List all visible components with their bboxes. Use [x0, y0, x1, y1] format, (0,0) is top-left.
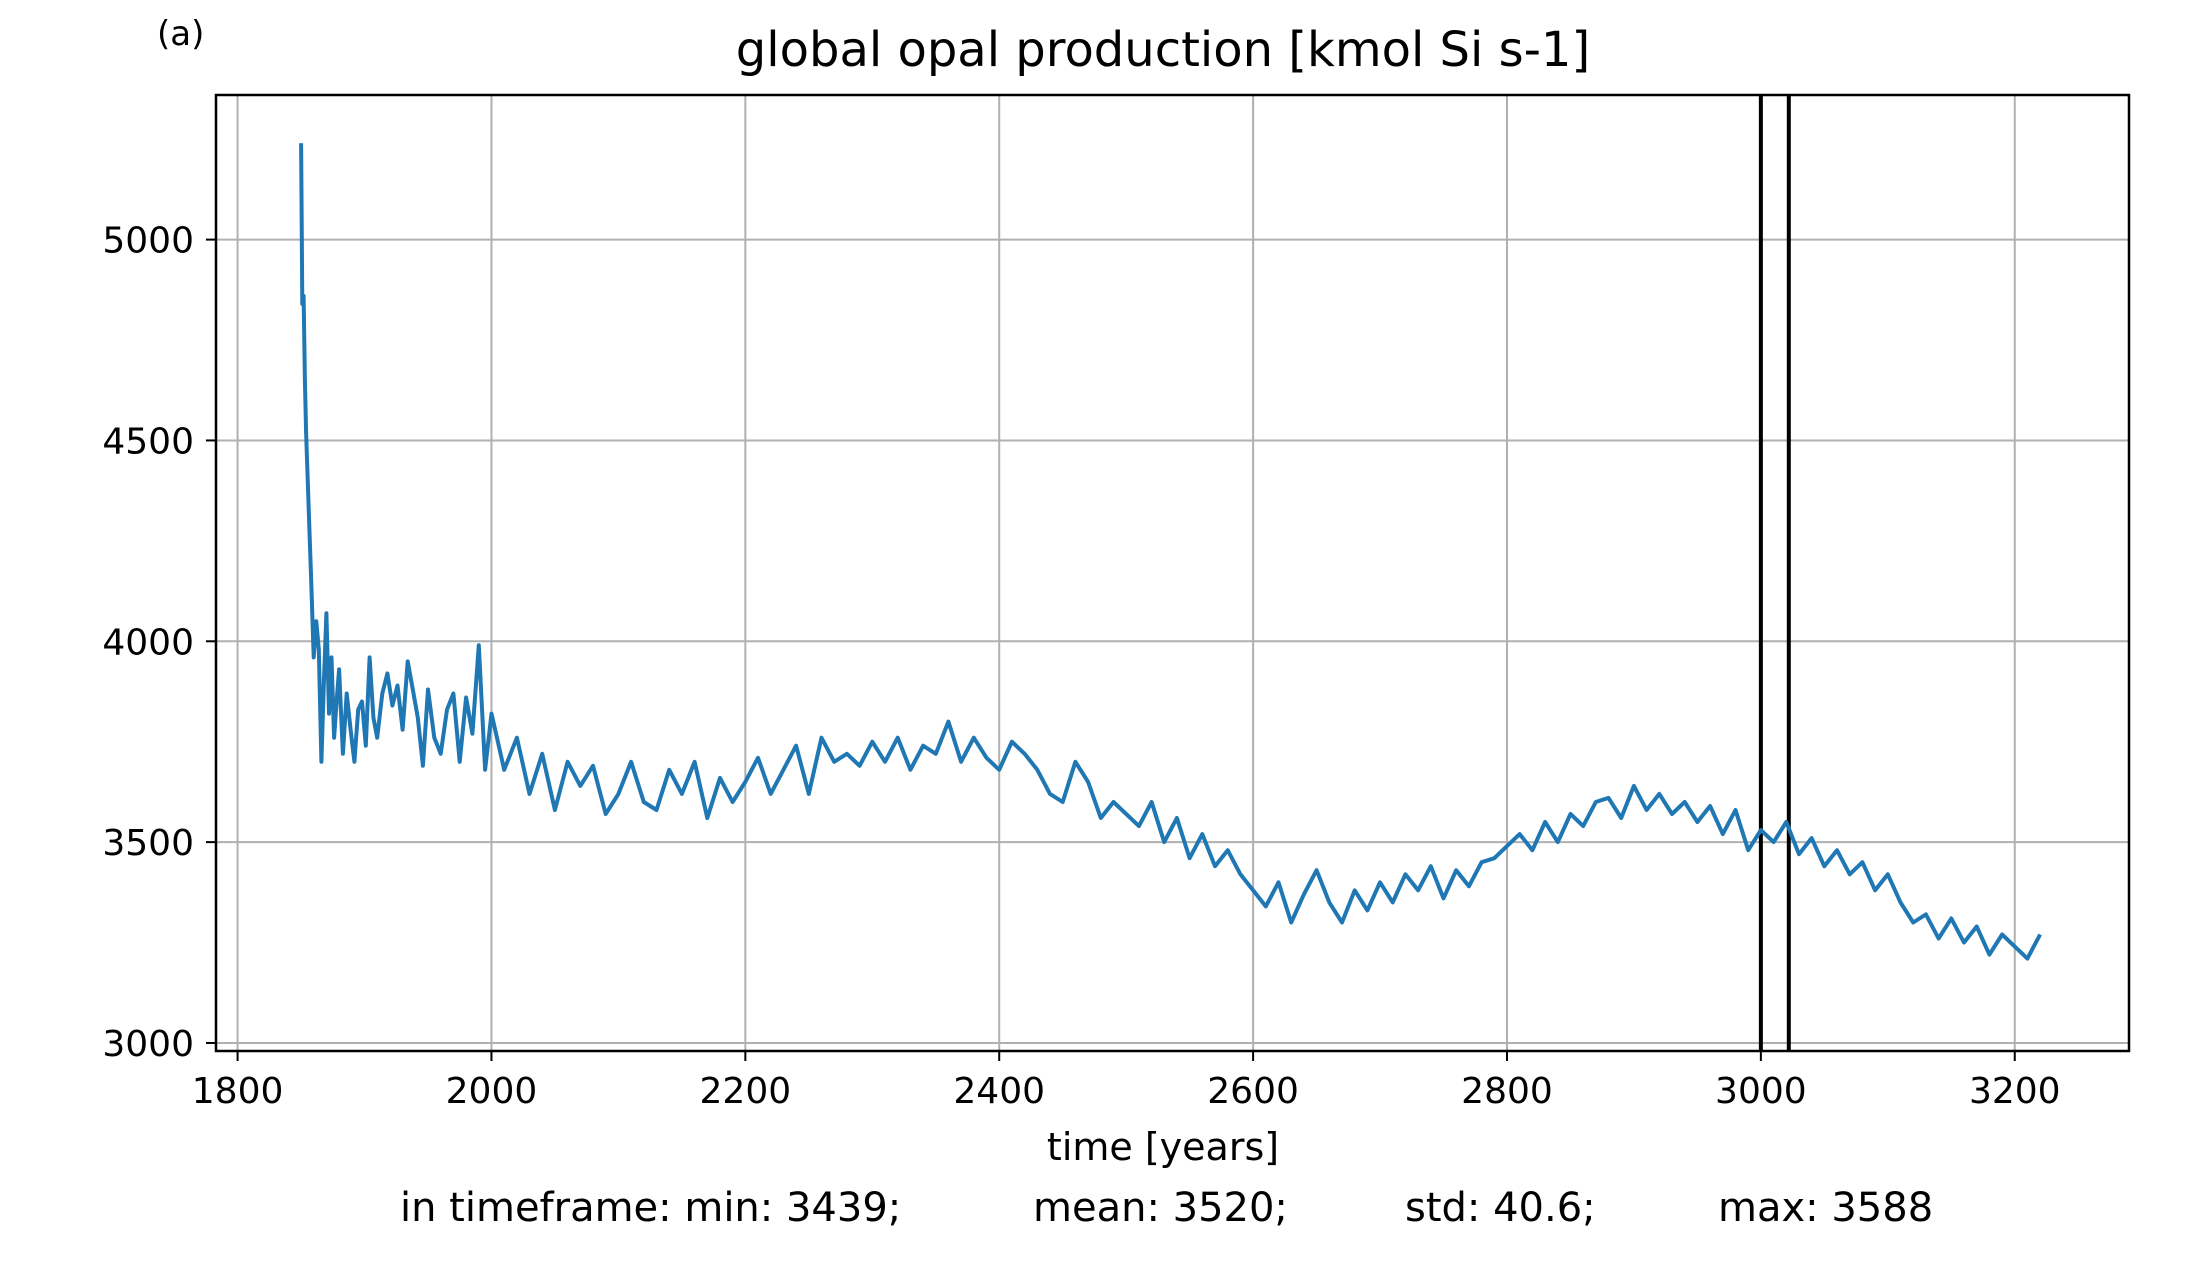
y-tick-label: 3000	[102, 1024, 194, 1065]
stats-min: in timeframe: min: 3439;	[400, 1185, 902, 1231]
x-tick-label: 3200	[1969, 1071, 2061, 1112]
y-tick-label: 4000	[102, 622, 194, 663]
plot-frame	[214, 93, 2131, 1053]
panel-label: (a)	[157, 14, 204, 54]
x-tick-label: 1800	[192, 1071, 284, 1112]
x-tick-label: 2400	[953, 1071, 1045, 1112]
stats-mean: mean: 3520;	[1033, 1185, 1288, 1231]
chart-title: global opal production [kmol Si s-1]	[736, 22, 1590, 78]
x-tick-label: 2600	[1207, 1071, 1299, 1112]
y-ticks: 3000 3500 4000 4500 5000	[102, 221, 216, 1065]
y-tick-label: 5000	[102, 221, 194, 262]
x-tick-label: 2000	[446, 1071, 538, 1112]
x-ticks: 1800 2000 2200 2400 2600 2800 3000 3200	[192, 1051, 2061, 1112]
stats-std: std: 40.6;	[1405, 1185, 1596, 1231]
x-tick-label: 2800	[1461, 1071, 1553, 1112]
x-tick-label: 2200	[700, 1071, 792, 1112]
y-tick-label: 3500	[102, 823, 194, 864]
series-line	[299, 143, 2042, 961]
y-tick-label: 4500	[102, 421, 194, 462]
x-axis-label: time [years]	[1047, 1125, 1279, 1169]
vertical-markers	[1758, 95, 1791, 1051]
stats-max: max: 3588	[1718, 1185, 1934, 1231]
grid-lines	[216, 95, 2129, 1051]
x-tick-label: 3000	[1715, 1071, 1807, 1112]
